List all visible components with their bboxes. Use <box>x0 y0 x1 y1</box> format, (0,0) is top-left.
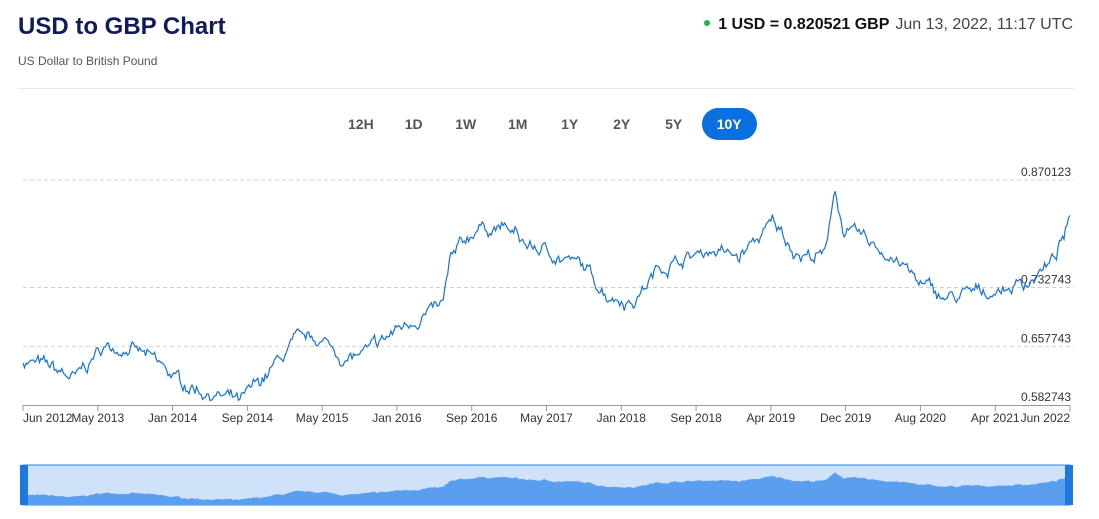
navigator-area <box>23 472 1070 505</box>
x-tick-label: Jan 2014 <box>148 411 198 425</box>
x-tick-label: May 2013 <box>71 411 124 425</box>
range-button-1w[interactable]: 1W <box>455 116 477 132</box>
y-tick-label: 0.870123 <box>1021 165 1071 179</box>
range-button-12h[interactable]: 12H <box>348 116 374 132</box>
range-button-1d[interactable]: 1D <box>404 116 423 132</box>
y-tick-label: 0.582743 <box>1021 390 1071 404</box>
x-tick-label: Apr 2021 <box>971 411 1020 425</box>
range-navigator[interactable] <box>20 464 1073 506</box>
time-range-selector: 12H 1D 1W 1M 1Y 2Y 5Y 10Y <box>336 108 761 140</box>
x-tick-label: Apr 2019 <box>747 411 796 425</box>
rate-timestamp: Jun 13, 2022, 11:17 UTC <box>895 16 1073 33</box>
x-tick-label: Jun 2012 <box>23 411 73 425</box>
rate-value: 1 USD = 0.820521 GBP <box>718 16 890 33</box>
range-button-1m[interactable]: 1M <box>507 116 528 132</box>
x-tick-label: Dec 2019 <box>820 411 872 425</box>
live-status-dot-icon <box>704 19 711 26</box>
x-tick-label: May 2015 <box>296 411 349 425</box>
range-button-10y[interactable]: 10Y <box>701 108 757 140</box>
y-tick-label: 0.657743 <box>1021 331 1071 345</box>
x-tick-label: May 2017 <box>520 411 573 425</box>
current-rate: 1 USD = 0.820521 GBP Jun 13, 2022, 11:17 … <box>704 16 1073 34</box>
navigator-right-handle[interactable] <box>1065 465 1073 505</box>
x-tick-label: Aug 2020 <box>895 411 947 425</box>
header-divider <box>18 88 1074 89</box>
page-title: USD to GBP Chart <box>18 13 226 40</box>
page-subtitle: US Dollar to British Pound <box>18 54 158 68</box>
y-axis-labels: 0.870123 0.732743 0.657743 0.582743 <box>1021 165 1071 404</box>
x-tick-label: Jun 2022 <box>1021 411 1071 425</box>
rate-line <box>22 191 1071 402</box>
range-button-5y[interactable]: 5Y <box>665 116 683 132</box>
x-tick-label: Sep 2016 <box>446 411 498 425</box>
range-button-2y[interactable]: 2Y <box>613 116 631 132</box>
navigator-left-handle[interactable] <box>20 465 28 505</box>
chart-grid <box>23 179 1074 347</box>
x-tick-label: Sep 2018 <box>670 411 722 425</box>
x-tick-label: Jan 2016 <box>372 411 422 425</box>
range-button-1y[interactable]: 1Y <box>561 116 579 132</box>
x-axis: Jun 2012 May 2013 Jan 2014 Sep 2014 May 2015… <box>22 405 1071 425</box>
y-tick-label: 0.732743 <box>1021 273 1071 287</box>
x-tick-label: Jan 2018 <box>597 411 647 425</box>
x-tick-label: Sep 2014 <box>222 411 274 425</box>
